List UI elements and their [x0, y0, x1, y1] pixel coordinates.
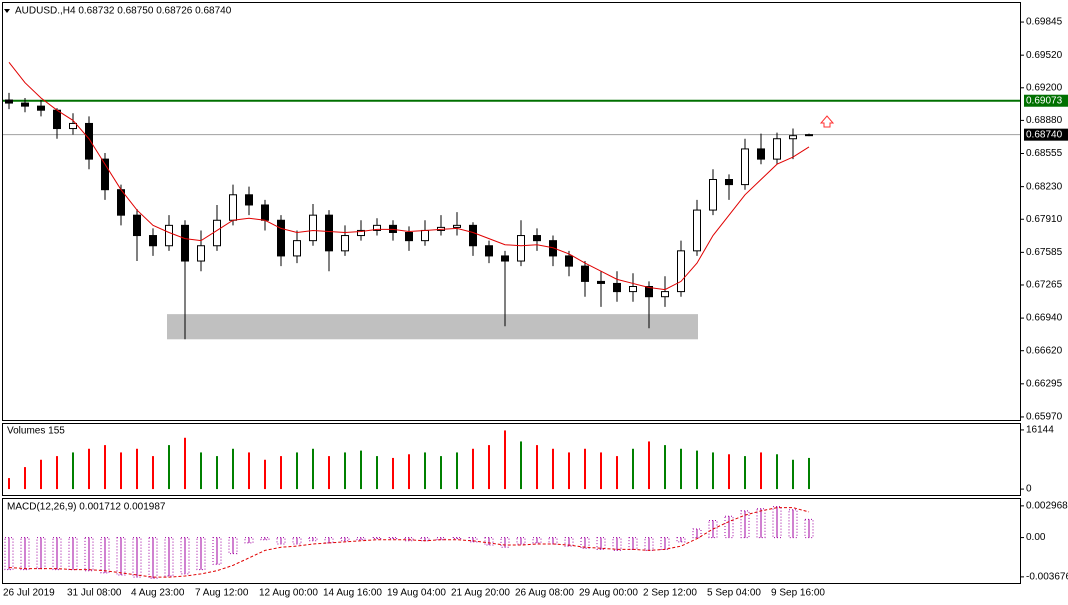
x-tick-label: 14 Aug 16:00 [323, 588, 382, 599]
candle-body [773, 138, 781, 160]
candle-body [181, 224, 189, 262]
candle-body [213, 219, 221, 247]
support-zone [167, 314, 698, 340]
y-tick-label: 0.66620 [1026, 345, 1063, 356]
candle-body [789, 135, 797, 140]
candle-body [661, 291, 669, 298]
candle-body [373, 224, 381, 231]
candle-body [741, 148, 749, 186]
x-tick-label: 12 Aug 00:00 [259, 588, 318, 599]
y-tick-label: 0.68555 [1026, 148, 1063, 159]
volume-title: Volumes 155 [7, 426, 65, 437]
candle-body [533, 235, 541, 242]
y-tick-label: 16144 [1026, 425, 1054, 436]
candle-body [325, 214, 333, 252]
x-tick-label: 7 Aug 12:00 [195, 588, 249, 599]
menu-arrow[interactable] [4, 9, 10, 13]
y-tick-label: 0.69845 [1026, 17, 1063, 28]
x-tick-label: 9 Sep 16:00 [771, 588, 825, 599]
candle-body [725, 179, 733, 186]
candle-body [597, 280, 605, 284]
candle-body [565, 255, 573, 267]
candle-body [197, 245, 205, 262]
candle-body [453, 224, 461, 228]
y-tick-label: 0.66940 [1026, 313, 1063, 324]
symbol-title: AUDUSD.,H4 0.68732 0.68750 0.68726 0.687… [15, 6, 232, 17]
x-tick-label: 4 Aug 23:00 [131, 588, 185, 599]
price-level-tag [1024, 94, 1068, 107]
y-tick-label: 0.68230 [1026, 181, 1063, 192]
x-tick-label: 19 Aug 04:00 [387, 588, 446, 599]
y-tick-label: 0.00 [1026, 532, 1046, 543]
buy-arrow-icon [819, 115, 835, 128]
y-tick-label: 0.69200 [1026, 82, 1063, 93]
candle-body [309, 214, 317, 242]
x-tick-label: 2 Sep 12:00 [643, 588, 697, 599]
candle-body [389, 224, 397, 233]
candle-body [405, 231, 413, 242]
signal-line [8, 507, 810, 578]
y-tick-label: 0 [1026, 484, 1032, 495]
moving-average-line [8, 62, 810, 291]
candle-body [709, 179, 717, 211]
candle-body [165, 224, 173, 247]
candle-body [629, 286, 637, 293]
candle-body [421, 229, 429, 242]
candle-body [85, 122, 93, 160]
candle-body [229, 194, 237, 221]
candle-body [357, 229, 365, 237]
x-tick-label: 26 Jul 2019 [3, 588, 55, 599]
candle-body [37, 105, 45, 111]
candle-body [53, 109, 61, 130]
x-tick-label: 5 Sep 04:00 [707, 588, 761, 599]
y-tick-label: 0.002968 [1026, 501, 1068, 512]
candle-body [277, 219, 285, 257]
candle-body [469, 224, 477, 247]
x-tick-label: 21 Aug 20:00 [451, 588, 510, 599]
candle-body [645, 286, 653, 298]
candle-body [517, 235, 525, 262]
price-level-label: 0.68740 [1026, 129, 1063, 140]
main-panel-frame [2, 2, 1021, 421]
x-tick-label: 29 Aug 00:00 [579, 588, 638, 599]
candle-body [501, 255, 509, 262]
y-tick-label: 0.66295 [1026, 378, 1063, 389]
y-tick-label: -0.003676 [1026, 572, 1068, 583]
candle-body [613, 282, 621, 293]
candle-body [133, 214, 141, 237]
candle-body [149, 235, 157, 247]
candle-body [21, 102, 29, 107]
x-tick-label: 26 Aug 08:00 [515, 588, 574, 599]
candle-body [341, 235, 349, 252]
candle-body [245, 194, 253, 206]
candle-body [677, 250, 685, 293]
volume-panel-frame [2, 423, 1021, 496]
y-tick-label: 0.67265 [1026, 280, 1063, 291]
macd-title: MACD(12,26,9) 0.001712 0.001987 [7, 502, 166, 513]
candle-body [805, 134, 813, 137]
candle-body [293, 240, 301, 257]
y-tick-label: 0.67910 [1026, 214, 1063, 225]
candle-body [757, 148, 765, 160]
y-tick-label: 0.67585 [1026, 247, 1063, 258]
y-tick-label: 0.65970 [1026, 412, 1063, 423]
x-tick-label: 31 Jul 08:00 [67, 588, 122, 599]
price-level-label: 0.69073 [1026, 95, 1063, 106]
candle-body [485, 245, 493, 257]
price-level-tag [1024, 128, 1068, 141]
candle-body [261, 204, 269, 221]
candle-body [101, 158, 109, 191]
y-tick-label: 0.69520 [1026, 50, 1063, 61]
candle-body [69, 122, 77, 130]
candle-body [581, 265, 589, 282]
y-tick-label: 0.68880 [1026, 115, 1063, 126]
candle-body [693, 209, 701, 252]
macd-panel-frame [2, 498, 1021, 584]
candle-body [5, 99, 13, 104]
